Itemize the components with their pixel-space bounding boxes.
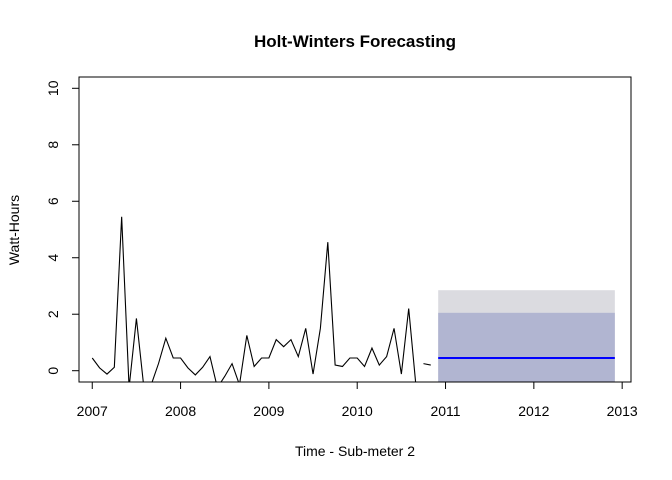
x-tick-label: 2011 [430, 403, 460, 419]
y-tick-label: 8 [45, 141, 61, 149]
chart-title: Holt-Winters Forecasting [254, 32, 456, 51]
y-tick-label: 6 [45, 197, 61, 205]
x-tick-label: 2009 [253, 403, 284, 419]
y-tick-label: 4 [45, 254, 61, 262]
y-axis-label: Watt-Hours [6, 195, 22, 265]
x-axis: 2007 2008 2009 2010 2011 2012 2013 [77, 381, 638, 419]
observed-line-segment [423, 363, 431, 366]
x-tick-label: 2012 [518, 403, 549, 419]
y-tick-label: 2 [45, 310, 61, 318]
x-tick-label: 2013 [607, 403, 638, 419]
y-tick-label: 0 [45, 367, 61, 375]
y-tick-label: 10 [45, 80, 61, 96]
x-tick-label: 2008 [165, 403, 196, 419]
y-axis: 0 2 4 6 8 10 [45, 80, 80, 375]
forecast-intervals [438, 290, 615, 382]
x-tick-label: 2007 [77, 403, 108, 419]
x-tick-label: 2010 [342, 403, 373, 419]
x-axis-label: Time - Sub-meter 2 [295, 443, 415, 459]
interval-80-band [438, 312, 615, 382]
observed-series [91, 216, 431, 382]
observed-line-segment [91, 216, 417, 382]
